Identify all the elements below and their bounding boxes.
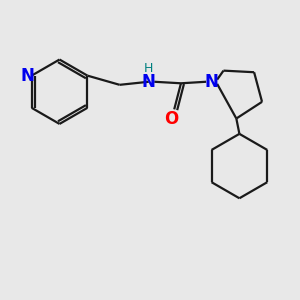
Text: N: N	[142, 73, 156, 91]
Text: N: N	[205, 73, 219, 91]
Text: N: N	[20, 67, 34, 85]
Text: O: O	[164, 110, 178, 128]
Text: H: H	[144, 62, 153, 75]
